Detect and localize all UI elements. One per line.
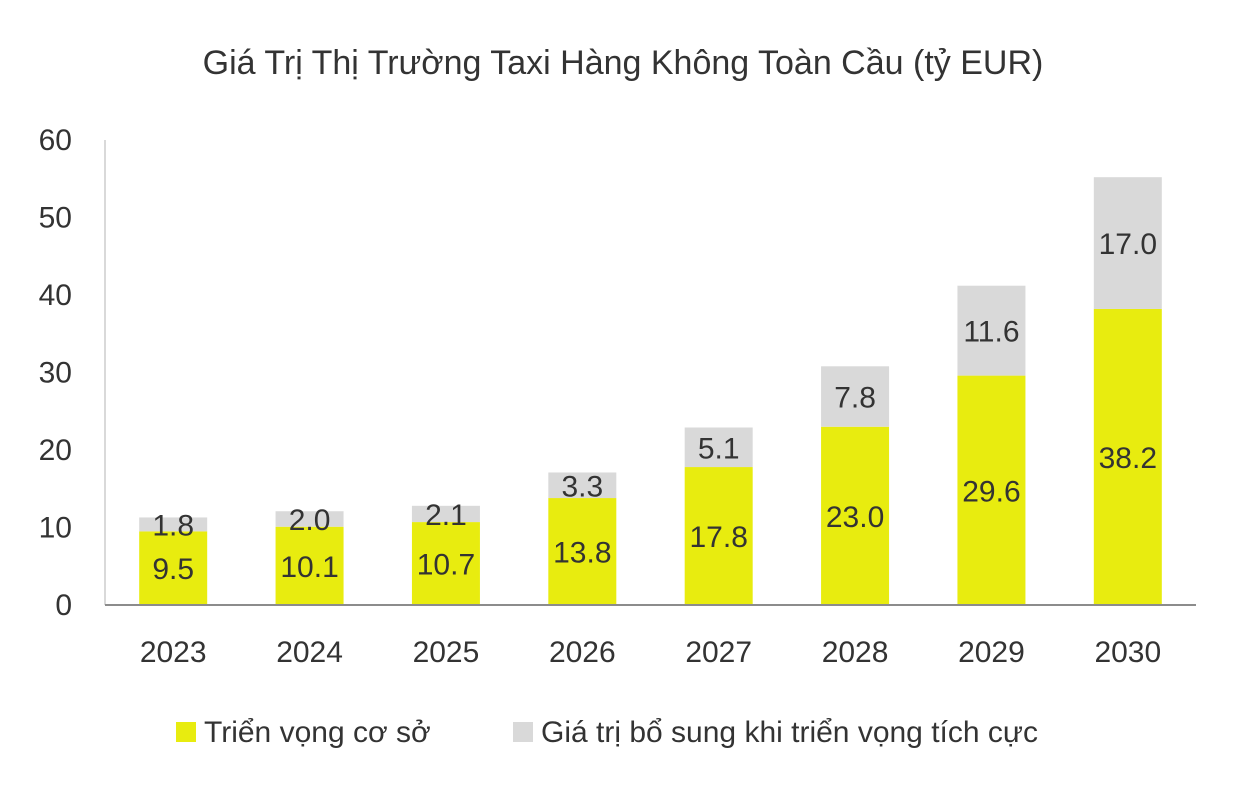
bar-base-outlook bbox=[275, 526, 344, 605]
data-label-addition: 7.8 bbox=[834, 382, 876, 415]
bar-positive-addition bbox=[684, 427, 753, 468]
x-tick-label: 2024 bbox=[276, 636, 343, 669]
data-label-base: 10.1 bbox=[280, 551, 338, 584]
data-label-base: 17.8 bbox=[689, 521, 747, 554]
x-tick-label: 2028 bbox=[822, 636, 889, 669]
legend-label-addition: Giá trị bổ sung khi triển vọng tích cực bbox=[541, 716, 1038, 749]
bar-base-outlook bbox=[548, 498, 617, 605]
data-label-base: 29.6 bbox=[962, 475, 1020, 508]
bar-positive-addition bbox=[957, 285, 1026, 376]
x-tick-label: 2023 bbox=[140, 636, 207, 669]
x-tick-label: 2025 bbox=[413, 636, 480, 669]
data-label-addition: 2.1 bbox=[425, 499, 467, 532]
bar-positive-addition bbox=[548, 472, 617, 499]
y-tick-label: 20 bbox=[39, 434, 72, 467]
chart-title: Giá Trị Thị Trường Taxi Hàng Không Toàn … bbox=[203, 44, 1044, 82]
bar-positive-addition bbox=[275, 511, 344, 527]
bar-base-outlook bbox=[411, 522, 480, 605]
y-tick-label: 30 bbox=[39, 357, 72, 390]
data-label-addition: 5.1 bbox=[698, 432, 740, 465]
data-label-base: 13.8 bbox=[553, 537, 611, 570]
bar-positive-addition bbox=[1093, 177, 1162, 309]
bar-positive-addition bbox=[411, 505, 480, 523]
bar-base-outlook bbox=[957, 375, 1026, 605]
x-tick-label: 2026 bbox=[549, 636, 616, 669]
legend-swatch-base bbox=[176, 722, 196, 742]
bar-positive-addition bbox=[139, 517, 208, 532]
bars bbox=[139, 177, 1162, 605]
bar-base-outlook bbox=[139, 531, 208, 605]
data-label-base: 38.2 bbox=[1099, 442, 1157, 475]
legend-label-base: Triển vọng cơ sở bbox=[204, 716, 431, 749]
y-tick-label: 40 bbox=[39, 279, 72, 312]
y-tick-label: 50 bbox=[39, 202, 72, 235]
bar-base-outlook bbox=[1093, 308, 1162, 605]
bar-positive-addition bbox=[821, 366, 890, 427]
x-tick-label: 2029 bbox=[958, 636, 1025, 669]
y-tick-label: 0 bbox=[55, 589, 72, 622]
data-label-addition: 2.0 bbox=[289, 504, 331, 537]
data-label-addition: 1.8 bbox=[152, 509, 194, 542]
legend-swatch-addition bbox=[513, 722, 533, 742]
data-label-base: 23.0 bbox=[826, 501, 884, 534]
data-label-base: 9.5 bbox=[152, 553, 194, 586]
data-label-base: 10.7 bbox=[417, 549, 475, 582]
bar-base-outlook bbox=[821, 426, 890, 605]
bar-base-outlook bbox=[684, 467, 753, 605]
x-tick-label: 2030 bbox=[1094, 636, 1161, 669]
legend: Triển vọng cơ sở Giá trị bổ sung khi triể… bbox=[176, 716, 1038, 749]
y-tick-label: 10 bbox=[39, 512, 72, 545]
data-label-addition: 17.0 bbox=[1099, 228, 1157, 261]
y-axis-ticks: 0 10 20 30 40 50 60 bbox=[39, 124, 72, 622]
y-tick-label: 60 bbox=[39, 124, 72, 157]
data-labels: 9.5 1.8 10.1 2.0 10.7 2.1 13.8 3.3 17.8 5.1 23.0 7.… bbox=[152, 228, 1157, 586]
data-label-addition: 11.6 bbox=[963, 316, 1019, 349]
x-axis-ticks: 2023 2024 2025 2026 2027 2028 2029 2030 bbox=[140, 636, 1161, 669]
x-tick-label: 2027 bbox=[685, 636, 752, 669]
data-label-addition: 3.3 bbox=[561, 470, 603, 503]
